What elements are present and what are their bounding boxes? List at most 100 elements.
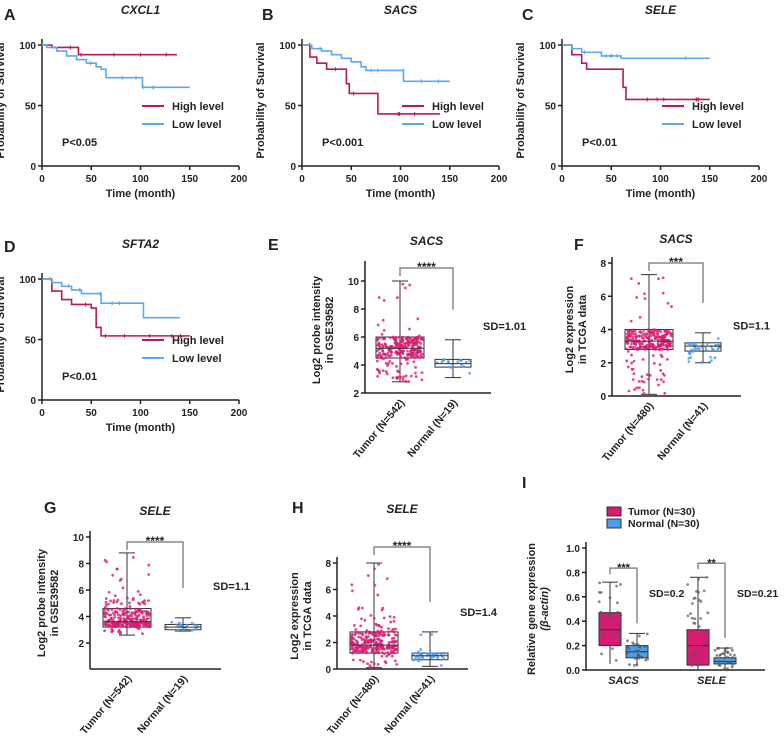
- data-point: [624, 347, 628, 351]
- data-point: [616, 629, 620, 633]
- data-point: [384, 661, 388, 665]
- data-point: [104, 603, 108, 607]
- y-axis-label: Relative gene expression: [526, 543, 538, 675]
- significance-label: ****: [146, 534, 165, 548]
- data-point: [412, 360, 416, 364]
- data-point: [635, 649, 638, 653]
- data-point: [380, 651, 384, 655]
- x-tick-label: 50: [86, 408, 98, 419]
- data-point: [389, 348, 392, 352]
- data-point: [392, 619, 396, 623]
- data-point: [666, 344, 670, 348]
- data-point: [377, 624, 381, 628]
- y-tick-label: 50: [25, 102, 37, 113]
- data-point: [730, 656, 734, 660]
- data-point: [386, 351, 390, 355]
- data-point: [389, 620, 393, 624]
- data-point: [687, 356, 691, 360]
- data-point: [373, 651, 377, 655]
- data-point: [468, 359, 471, 363]
- data-point: [384, 342, 387, 346]
- data-point: [136, 590, 140, 593]
- y-axis-label: Log2 expression: [564, 286, 576, 374]
- data-point: [688, 352, 692, 356]
- data-point: [124, 622, 128, 626]
- data-point: [660, 347, 664, 351]
- data-point: [601, 635, 605, 638]
- data-point: [406, 361, 409, 365]
- group-label: SACS: [608, 675, 639, 687]
- category-label: Tumor (N=542): [351, 397, 407, 461]
- data-point: [413, 337, 417, 340]
- category-label: Normal (N=41): [382, 673, 437, 735]
- data-point: [654, 348, 657, 351]
- y-tick-label: 6: [353, 333, 359, 344]
- data-point: [373, 638, 377, 642]
- data-point: [628, 345, 632, 349]
- data-point: [380, 625, 383, 629]
- data-point: [694, 660, 698, 664]
- x-tick-label: 0: [39, 408, 45, 419]
- data-point: [379, 354, 383, 358]
- chart-title: CXCL1: [121, 3, 161, 17]
- data-point: [617, 641, 621, 645]
- data-point: [442, 657, 446, 661]
- data-point: [398, 354, 402, 357]
- y-tick-label: 0: [30, 162, 36, 173]
- data-point: [360, 617, 363, 621]
- data-point: [651, 343, 655, 347]
- data-point: [358, 658, 362, 662]
- data-point: [632, 650, 636, 654]
- x-tick-label: 200: [231, 174, 248, 185]
- data-point: [376, 374, 380, 378]
- data-point: [386, 651, 390, 654]
- data-point: [631, 378, 635, 381]
- data-point: [421, 656, 424, 660]
- km-curve-low: [42, 278, 180, 319]
- data-point: [419, 648, 423, 651]
- data-point: [728, 660, 731, 664]
- legend-swatch: [606, 518, 622, 529]
- data-point: [625, 359, 629, 363]
- data-point: [350, 583, 354, 587]
- data-point: [396, 369, 399, 373]
- panel-letter: D: [4, 239, 16, 256]
- data-point: [392, 636, 396, 640]
- data-point: [626, 329, 630, 332]
- data-point: [632, 372, 636, 376]
- data-point: [395, 364, 398, 368]
- data-point: [600, 652, 603, 656]
- data-point: [441, 651, 445, 655]
- data-point: [138, 602, 142, 606]
- data-point: [695, 590, 698, 593]
- data-point: [709, 355, 713, 359]
- data-point: [431, 652, 435, 656]
- data-point: [365, 629, 369, 632]
- group-label: SELE: [697, 675, 726, 687]
- data-point: [641, 357, 645, 361]
- data-point: [190, 621, 194, 625]
- data-point: [601, 632, 605, 635]
- data-point: [148, 621, 151, 625]
- data-point: [402, 375, 405, 379]
- data-point: [113, 594, 117, 598]
- data-point: [377, 648, 381, 651]
- data-point: [147, 573, 151, 576]
- data-point: [394, 351, 398, 354]
- data-point: [636, 653, 640, 657]
- p-value: P<0.05: [62, 137, 97, 149]
- data-point: [705, 576, 709, 579]
- data-point: [649, 332, 652, 335]
- data-point: [709, 359, 713, 362]
- y-tick-label: 0: [325, 665, 331, 676]
- x-tick-label: 200: [491, 174, 508, 185]
- data-point: [133, 607, 137, 611]
- data-point: [658, 363, 662, 367]
- data-point: [127, 601, 131, 605]
- data-point: [379, 640, 383, 644]
- data-point: [717, 346, 721, 349]
- data-point: [400, 340, 404, 344]
- data-point: [419, 342, 423, 345]
- data-point: [713, 648, 717, 652]
- data-point: [116, 613, 120, 617]
